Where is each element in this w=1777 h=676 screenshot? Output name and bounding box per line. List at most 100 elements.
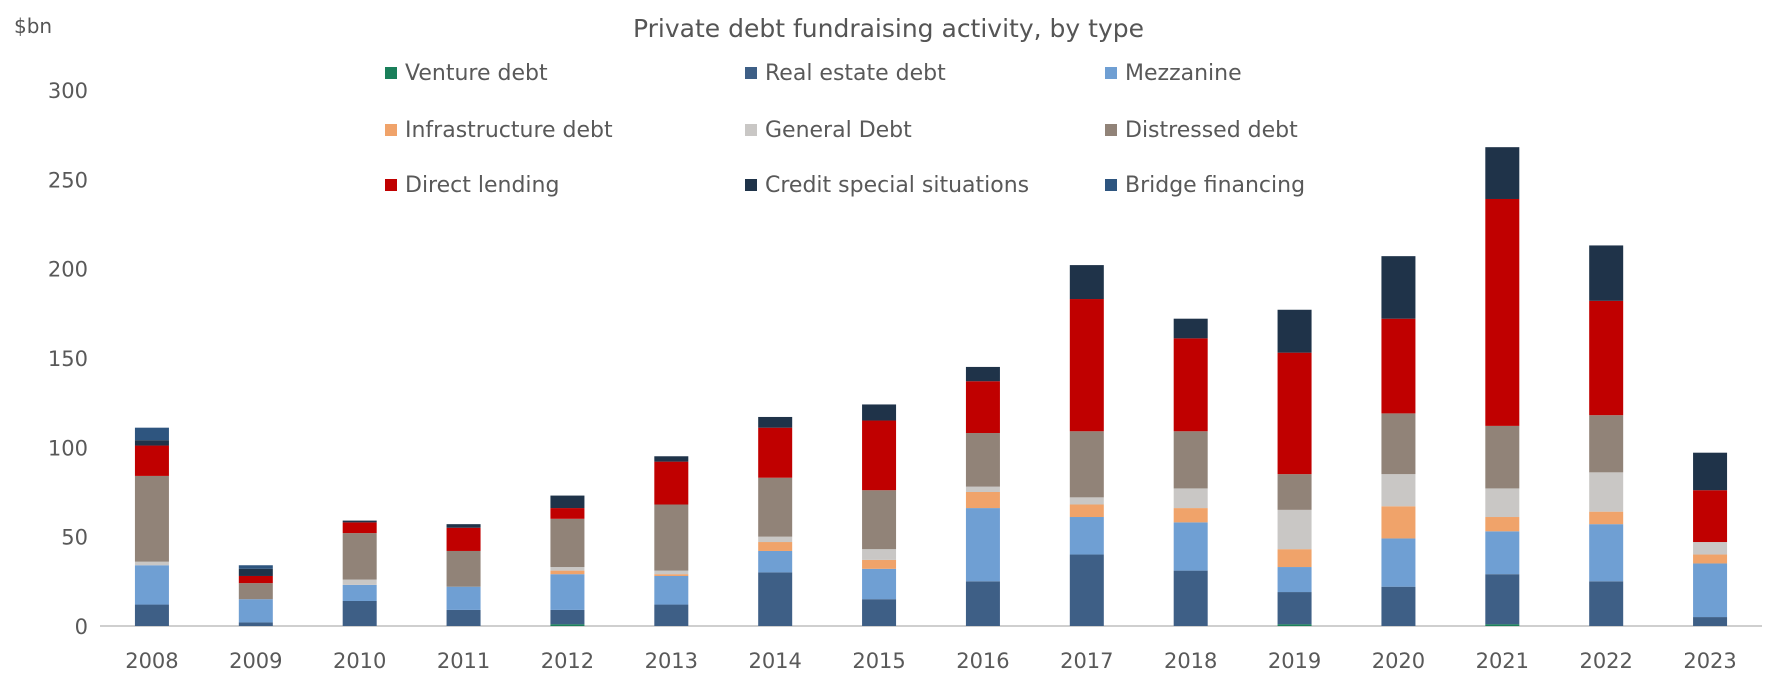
bar-segment xyxy=(238,583,273,600)
bar-segment xyxy=(134,604,169,626)
bar-segment xyxy=(758,477,793,537)
x-tick-label: 2008 xyxy=(125,649,178,673)
bar-segment xyxy=(1173,338,1208,432)
bar-segment xyxy=(1381,506,1416,539)
bar-segment xyxy=(654,574,689,576)
bar-segment xyxy=(758,536,793,543)
bar-segment xyxy=(1485,624,1520,626)
bar-segment xyxy=(550,567,585,571)
bar-segment xyxy=(238,568,273,576)
bar-segment xyxy=(1277,309,1312,353)
bar-segment xyxy=(342,579,377,585)
legend-label: Venture debt xyxy=(405,61,548,86)
bar-segment xyxy=(1693,542,1728,555)
bar-segment xyxy=(1485,488,1520,518)
bar-segment xyxy=(1693,554,1728,564)
x-tick-label: 2021 xyxy=(1476,649,1529,673)
bar-segment xyxy=(1381,413,1416,475)
bar-segment xyxy=(446,586,481,610)
bar-segment xyxy=(1173,570,1208,626)
bar-segment xyxy=(654,456,689,462)
x-tick-label: 2010 xyxy=(333,649,386,673)
bar-segment xyxy=(134,561,169,566)
bar-segment xyxy=(862,404,897,421)
bar-segment xyxy=(1277,624,1312,626)
legend-label: Mezzanine xyxy=(1125,61,1242,86)
bar-segment xyxy=(1381,538,1416,587)
bar-segment xyxy=(1589,511,1624,525)
bar-segment xyxy=(1277,567,1312,593)
bar-segment xyxy=(1381,318,1416,414)
legend-swatch xyxy=(1105,67,1117,79)
bar-segment xyxy=(342,520,377,523)
bar-segment xyxy=(550,609,585,625)
bar-segment xyxy=(758,572,793,626)
bar-segment xyxy=(1381,586,1416,626)
bar-segment xyxy=(550,508,585,519)
x-tick-label: 2013 xyxy=(645,649,698,673)
legend-label: Bridge financing xyxy=(1125,173,1305,198)
bar-segment xyxy=(1589,245,1624,301)
bar-segment xyxy=(550,518,585,568)
bar-segment xyxy=(134,565,169,605)
legend-swatch xyxy=(745,124,757,136)
x-tick-label: 2012 xyxy=(541,649,594,673)
bar-segment xyxy=(965,508,1000,582)
bar-segment xyxy=(1173,431,1208,489)
legend-swatch xyxy=(385,179,397,191)
bar-segment xyxy=(1485,147,1520,199)
bar-segment xyxy=(862,549,897,560)
legend-label: Real estate debt xyxy=(765,61,946,86)
bar-segment xyxy=(1277,474,1312,510)
x-tick-label: 2022 xyxy=(1579,649,1632,673)
legend-label: Credit special situations xyxy=(765,173,1029,198)
bar-segment xyxy=(1381,474,1416,507)
bar-segment xyxy=(238,622,273,626)
bar-segment xyxy=(134,427,169,441)
bar-segment xyxy=(1589,472,1624,512)
bar-segment xyxy=(1069,554,1104,626)
bar-segment xyxy=(238,575,273,584)
bar-segment xyxy=(134,440,169,446)
chart-title: Private debt fundraising activity, by ty… xyxy=(632,14,1144,43)
legend-label: General Debt xyxy=(765,118,912,143)
x-tick-label: 2015 xyxy=(852,649,905,673)
bar-segment xyxy=(1589,415,1624,473)
bar-segment xyxy=(342,584,377,601)
bar-segment xyxy=(238,599,273,623)
bar-segment xyxy=(1693,617,1728,626)
bar-segment xyxy=(965,492,1000,509)
x-tick-label: 2020 xyxy=(1372,649,1425,673)
bar-segment xyxy=(342,522,377,534)
bar-segment xyxy=(862,420,897,491)
legend-label: Distressed debt xyxy=(1125,118,1298,143)
bar-segment xyxy=(1277,352,1312,475)
bar-segment xyxy=(342,600,377,626)
x-tick-label: 2018 xyxy=(1164,649,1217,673)
bar-segment xyxy=(965,381,1000,434)
bar-segment xyxy=(1069,504,1104,518)
bar-segment xyxy=(965,581,1000,626)
bar-segment xyxy=(1173,508,1208,523)
bar-segment xyxy=(965,366,1000,382)
bar-segment xyxy=(1485,425,1520,489)
x-tick-label: 2017 xyxy=(1060,649,1113,673)
y-tick-label: 50 xyxy=(61,526,88,550)
bar-segment xyxy=(654,461,689,505)
bar-segment xyxy=(134,445,169,476)
x-tick-label: 2014 xyxy=(748,649,801,673)
bar-segment xyxy=(654,570,689,575)
y-tick-label: 300 xyxy=(48,79,88,103)
y-tick-label: 200 xyxy=(48,258,88,282)
bar-segment xyxy=(1277,509,1312,550)
legend-swatch xyxy=(745,67,757,79)
legend-swatch xyxy=(385,124,397,136)
bar-segment xyxy=(1069,299,1104,432)
y-tick-label: 150 xyxy=(48,347,88,371)
x-tick-label: 2023 xyxy=(1683,649,1736,673)
bar-segment xyxy=(550,570,585,575)
bar-segment xyxy=(758,427,793,478)
bar-segment xyxy=(1589,524,1624,582)
bar-segment xyxy=(1069,517,1104,555)
